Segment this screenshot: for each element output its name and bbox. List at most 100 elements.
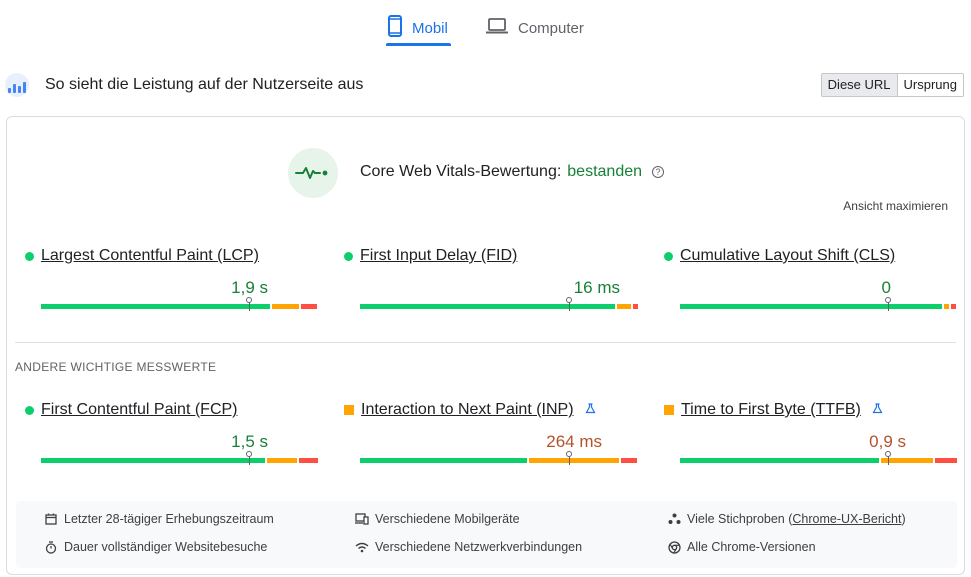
device-tabs: Mobil Computer: [0, 0, 971, 48]
distribution-bar: [41, 304, 317, 309]
distribution-bar: [41, 458, 318, 463]
cwv-assessment-label: Core Web Vitals-Bewertung:: [360, 163, 562, 180]
tab-mobile[interactable]: Mobil: [388, 10, 448, 46]
distribution-good-segment: [360, 458, 527, 463]
origin-button[interactable]: Ursprung: [897, 74, 963, 96]
device-info: Verschiedene Mobilgeräte: [355, 512, 520, 526]
stopwatch-icon: [44, 540, 58, 554]
distribution-poor-segment: [301, 304, 317, 309]
status-good-icon: [25, 405, 34, 415]
metric-name[interactable]: First Contentful Paint (FCP): [41, 401, 238, 418]
flask-icon: [585, 403, 596, 417]
distribution-poor-segment: [621, 458, 637, 463]
wifi-icon: [355, 542, 369, 553]
distribution-bar: [680, 458, 957, 463]
status-good-icon: [344, 251, 353, 261]
crux-data-icon: [5, 73, 29, 97]
chrome-versions: Alle Chrome-Versionen: [667, 540, 816, 554]
network-info: Verschiedene Netzwerkverbindungen: [355, 540, 582, 554]
help-icon[interactable]: ?: [652, 166, 665, 178]
distribution-good-segment: [41, 304, 270, 309]
metric-value: 264 ms: [546, 432, 602, 451]
tab-mobile-label: Mobil: [412, 19, 448, 37]
metric-value: 1,5 s: [231, 432, 268, 451]
p75-marker: [566, 451, 572, 457]
distribution-poor-segment: [633, 304, 638, 309]
device-info-label: Verschiedene Mobilgeräte: [375, 512, 520, 526]
metric-name[interactable]: Largest Contentful Paint (LCP): [41, 247, 259, 264]
distribution-good-segment: [680, 304, 942, 309]
status-needs-improvement-icon: [664, 405, 674, 415]
samples-icon: [667, 513, 681, 525]
distribution-poor-segment: [935, 458, 957, 463]
url-origin-toggle: Diese URL Ursprung: [820, 73, 964, 97]
metric-name[interactable]: Time to First Byte (TTFB): [681, 401, 861, 418]
cwv-assessment: Core Web Vitals-Bewertung: bestanden ?: [360, 163, 665, 181]
distribution-bar: [680, 304, 956, 309]
distribution-bar: [360, 458, 637, 463]
visit-duration: Dauer vollständiger Websitebesuche: [44, 540, 267, 554]
cwv-card: Core Web Vitals-Bewertung: bestanden ? A…: [6, 116, 965, 575]
p75-marker: [885, 297, 891, 303]
metric-value: 0,9 s: [869, 432, 906, 451]
metric-inp: Interaction to Next Paint (INP) 264 ms: [344, 401, 637, 471]
distribution-good-segment: [680, 458, 879, 463]
chrome-versions-label: Alle Chrome-Versionen: [687, 540, 816, 554]
visit-duration-label: Dauer vollständiger Websitebesuche: [64, 540, 268, 554]
status-good-icon: [664, 251, 673, 261]
expand-view-link[interactable]: Ansicht maximieren: [843, 199, 948, 213]
distribution-needs-improvement-segment: [617, 304, 631, 309]
calendar-icon: [44, 513, 58, 525]
metric-value: 0: [881, 278, 891, 297]
collection-period-label: Letzter 28-tägiger Erhebungszeitraum: [64, 512, 274, 526]
p75-marker: [885, 451, 891, 457]
chrome-icon: [667, 540, 681, 554]
p75-marker: [246, 451, 252, 457]
p75-marker-line: [888, 302, 889, 311]
data-source-info: Letzter 28-tägiger Erhebungszeitraum Dau…: [16, 501, 957, 568]
p75-marker-line: [249, 456, 250, 465]
p75-marker-line: [569, 456, 570, 465]
active-tab-indicator: [386, 43, 451, 46]
other-metrics-heading: ANDERE WICHTIGE MESSWERTE: [15, 360, 217, 374]
metric-name[interactable]: Interaction to Next Paint (INP): [361, 401, 574, 418]
vitals-pulse-icon: [288, 148, 338, 198]
laptop-icon: [486, 18, 508, 38]
distribution-needs-improvement-segment: [267, 458, 297, 463]
p75-marker-line: [569, 302, 570, 311]
field-data-title: So sieht die Leistung auf der Nutzerseit…: [45, 76, 364, 93]
metric-cls: Cumulative Layout Shift (CLS) 0: [664, 247, 956, 317]
status-good-icon: [25, 251, 34, 261]
metric-name[interactable]: Cumulative Layout Shift (CLS): [680, 247, 896, 264]
sample-info-prefix: Viele Stichproben (: [687, 512, 793, 526]
metric-lcp: Largest Contentful Paint (LCP) 1,9 s: [25, 247, 317, 317]
devices-icon: [355, 513, 369, 525]
p75-marker-line: [888, 456, 889, 465]
sample-info-suffix: ): [901, 512, 906, 526]
metric-fid: First Input Delay (FID) 16 ms: [344, 247, 638, 317]
status-needs-improvement-icon: [344, 405, 354, 415]
cwv-assessment-result: bestanden: [567, 163, 643, 180]
p75-marker-line: [249, 302, 250, 311]
metric-name[interactable]: First Input Delay (FID): [360, 247, 518, 264]
crux-report-link[interactable]: Chrome-UX-Bericht: [792, 512, 902, 526]
sample-info: Viele Stichproben (Chrome-UX-Bericht): [667, 512, 906, 526]
collection-period: Letzter 28-tägiger Erhebungszeitraum: [44, 512, 274, 526]
distribution-good-segment: [41, 458, 265, 463]
field-data-header: So sieht die Leistung auf der Nutzerseit…: [0, 70, 971, 102]
this-url-button[interactable]: Diese URL: [821, 74, 898, 96]
distribution-poor-segment: [299, 458, 318, 463]
tab-computer-label: Computer: [518, 19, 584, 37]
distribution-needs-improvement-segment: [529, 458, 619, 463]
metric-value: 1,9 s: [231, 278, 268, 297]
distribution-needs-improvement-segment: [944, 304, 949, 309]
p75-marker: [246, 297, 252, 303]
metric-ttfb: Time to First Byte (TTFB) 0,9 s: [664, 401, 957, 471]
distribution-needs-improvement-segment: [272, 304, 299, 309]
flask-icon: [872, 403, 883, 417]
tab-computer[interactable]: Computer: [486, 10, 584, 46]
distribution-good-segment: [360, 304, 615, 309]
distribution-needs-improvement-segment: [881, 458, 933, 463]
network-info-label: Verschiedene Netzwerkverbindungen: [375, 540, 583, 554]
p75-marker: [566, 297, 572, 303]
